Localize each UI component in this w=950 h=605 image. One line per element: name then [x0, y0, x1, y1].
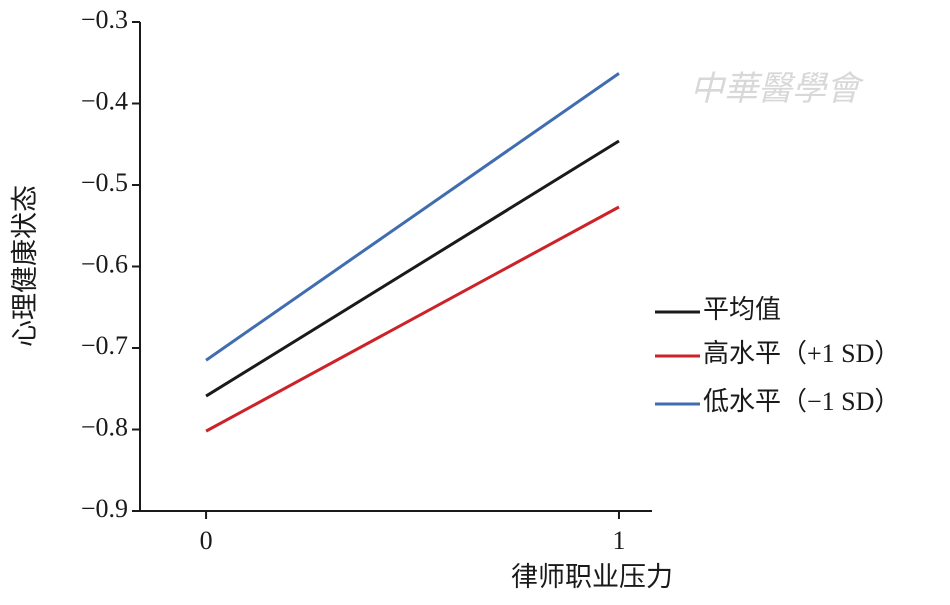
legend-label: 平均值: [703, 295, 781, 324]
y-tick-label: −0.7: [81, 331, 128, 360]
x-axis-label: 律师职业压力: [511, 562, 673, 592]
y-tick-label: −0.6: [81, 249, 128, 278]
legend-label: 高水平（+1 SD）: [703, 339, 900, 368]
y-tick-label: −0.3: [81, 5, 128, 34]
x-tick-label: 0: [200, 526, 213, 555]
x-tick-label: 1: [612, 526, 625, 555]
series-line: [205, 72, 620, 362]
legend-label: 低水平（−1 SD）: [703, 387, 900, 416]
y-tick-label: −0.8: [81, 412, 128, 441]
watermark: 中華醫學會: [690, 71, 865, 108]
y-axis-label: 心理健康状态: [10, 185, 40, 347]
y-tick-label: −0.5: [81, 168, 128, 197]
y-tick-label: −0.9: [81, 494, 128, 523]
series-line: [205, 139, 620, 398]
series-line: [205, 205, 620, 433]
y-tick-label: −0.4: [81, 86, 128, 115]
